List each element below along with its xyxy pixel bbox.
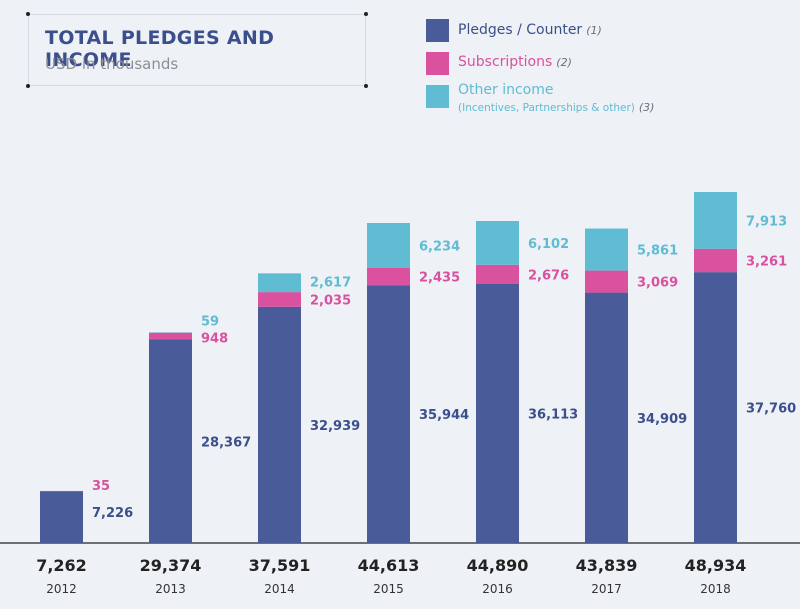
data-label-other-2018: 7,913 — [746, 214, 787, 229]
x-tick-label-2016: 2016 — [482, 582, 513, 596]
total-label-2016: 44,890 — [467, 556, 529, 575]
data-label-other-2017: 5,861 — [637, 244, 678, 259]
chart-title: TOTAL PLEDGES AND INCOME — [45, 27, 275, 71]
bar-pledges-2014 — [258, 306, 301, 543]
corner-dot — [26, 84, 30, 88]
x-tick-label-2018: 2018 — [700, 582, 731, 596]
bar-other-2016 — [476, 221, 519, 265]
total-label-2013: 29,374 — [140, 556, 202, 575]
total-label-2015: 44,613 — [358, 556, 420, 575]
data-label-other-2013: 59 — [201, 315, 219, 330]
bar-pledges-2013 — [149, 339, 192, 543]
data-label-subscriptions-2014: 2,035 — [310, 293, 351, 308]
legend-label-subscriptions: Subscriptions (2) — [458, 54, 572, 70]
legend-name-pledges: Pledges / Counter — [458, 22, 583, 38]
x-tick-label-2015: 2015 — [373, 582, 404, 596]
data-label-subscriptions-2012: 35 — [92, 479, 110, 494]
bar-subscriptions-2016 — [476, 264, 519, 284]
data-label-pledges-2017: 34,909 — [637, 412, 687, 427]
bar-other-2017 — [585, 228, 628, 271]
bar-subscriptions-2017 — [585, 270, 628, 293]
legend-label-other: Other income — [458, 82, 553, 98]
data-label-subscriptions-2017: 3,069 — [637, 276, 678, 291]
data-label-pledges-2016: 36,113 — [528, 407, 578, 422]
bar-pledges-2015 — [367, 285, 410, 543]
bar-subscriptions-2014 — [258, 292, 301, 307]
bar-other-2015 — [367, 222, 410, 268]
bar-pledges-2018 — [694, 272, 737, 543]
bar-pledges-2016 — [476, 283, 519, 543]
corner-dot — [26, 12, 30, 16]
corner-dot — [364, 84, 368, 88]
data-label-subscriptions-2013: 948 — [201, 332, 228, 347]
legend-sub-other: (Incentives, Partnerships & other) — [458, 102, 635, 114]
bar-subscriptions-2013 — [149, 332, 192, 340]
chart-subtitle: USD in thousands — [45, 55, 179, 73]
x-tick-label-2012: 2012 — [46, 582, 77, 596]
x-tick-label-2013: 2013 — [155, 582, 186, 596]
x-tick-label-2014: 2014 — [264, 582, 295, 596]
legend-note-subscriptions: (2) — [556, 56, 572, 69]
x-tick-label-2017: 2017 — [591, 582, 622, 596]
title-box: TOTAL PLEDGES AND INCOME USD in thousand… — [26, 12, 368, 88]
legend-note-pledges: (1) — [586, 24, 602, 37]
total-label-2017: 43,839 — [576, 556, 638, 575]
legend-name-other: Other income — [458, 82, 554, 98]
data-label-other-2014: 2,617 — [310, 275, 351, 290]
data-label-subscriptions-2016: 2,676 — [528, 268, 569, 283]
data-label-other-2015: 6,234 — [419, 239, 460, 254]
bar-other-2014 — [258, 273, 301, 293]
total-label-2012: 7,262 — [36, 556, 87, 575]
legend-name-subscriptions: Subscriptions — [458, 54, 553, 70]
legend-label-pledges: Pledges / Counter (1) — [458, 22, 602, 38]
legend-sublabel-other: (Incentives, Partnerships & other) (3) — [458, 101, 654, 114]
bar-pledges-2012 — [40, 491, 83, 543]
bar-subscriptions-2018 — [694, 248, 737, 273]
data-label-pledges-2013: 28,367 — [201, 435, 251, 450]
legend-note-other: (3) — [638, 101, 655, 114]
data-label-subscriptions-2015: 2,435 — [419, 270, 460, 285]
total-label-2014: 37,591 — [249, 556, 311, 575]
legend-swatch-subscriptions — [426, 52, 449, 75]
data-label-pledges-2014: 32,939 — [310, 419, 360, 434]
bar-subscriptions-2015 — [367, 267, 410, 286]
data-label-pledges-2012: 7,226 — [92, 506, 133, 521]
data-label-pledges-2015: 35,944 — [419, 408, 469, 423]
data-label-pledges-2018: 37,760 — [746, 402, 796, 417]
legend-swatch-pledges — [426, 19, 449, 42]
corner-dot — [364, 12, 368, 16]
bar-other-2018 — [694, 192, 737, 249]
data-label-subscriptions-2018: 3,261 — [746, 254, 787, 269]
bar-pledges-2017 — [585, 292, 628, 543]
total-label-2018: 48,934 — [685, 556, 747, 575]
legend-swatch-other — [426, 85, 449, 108]
data-label-other-2016: 6,102 — [528, 237, 569, 252]
